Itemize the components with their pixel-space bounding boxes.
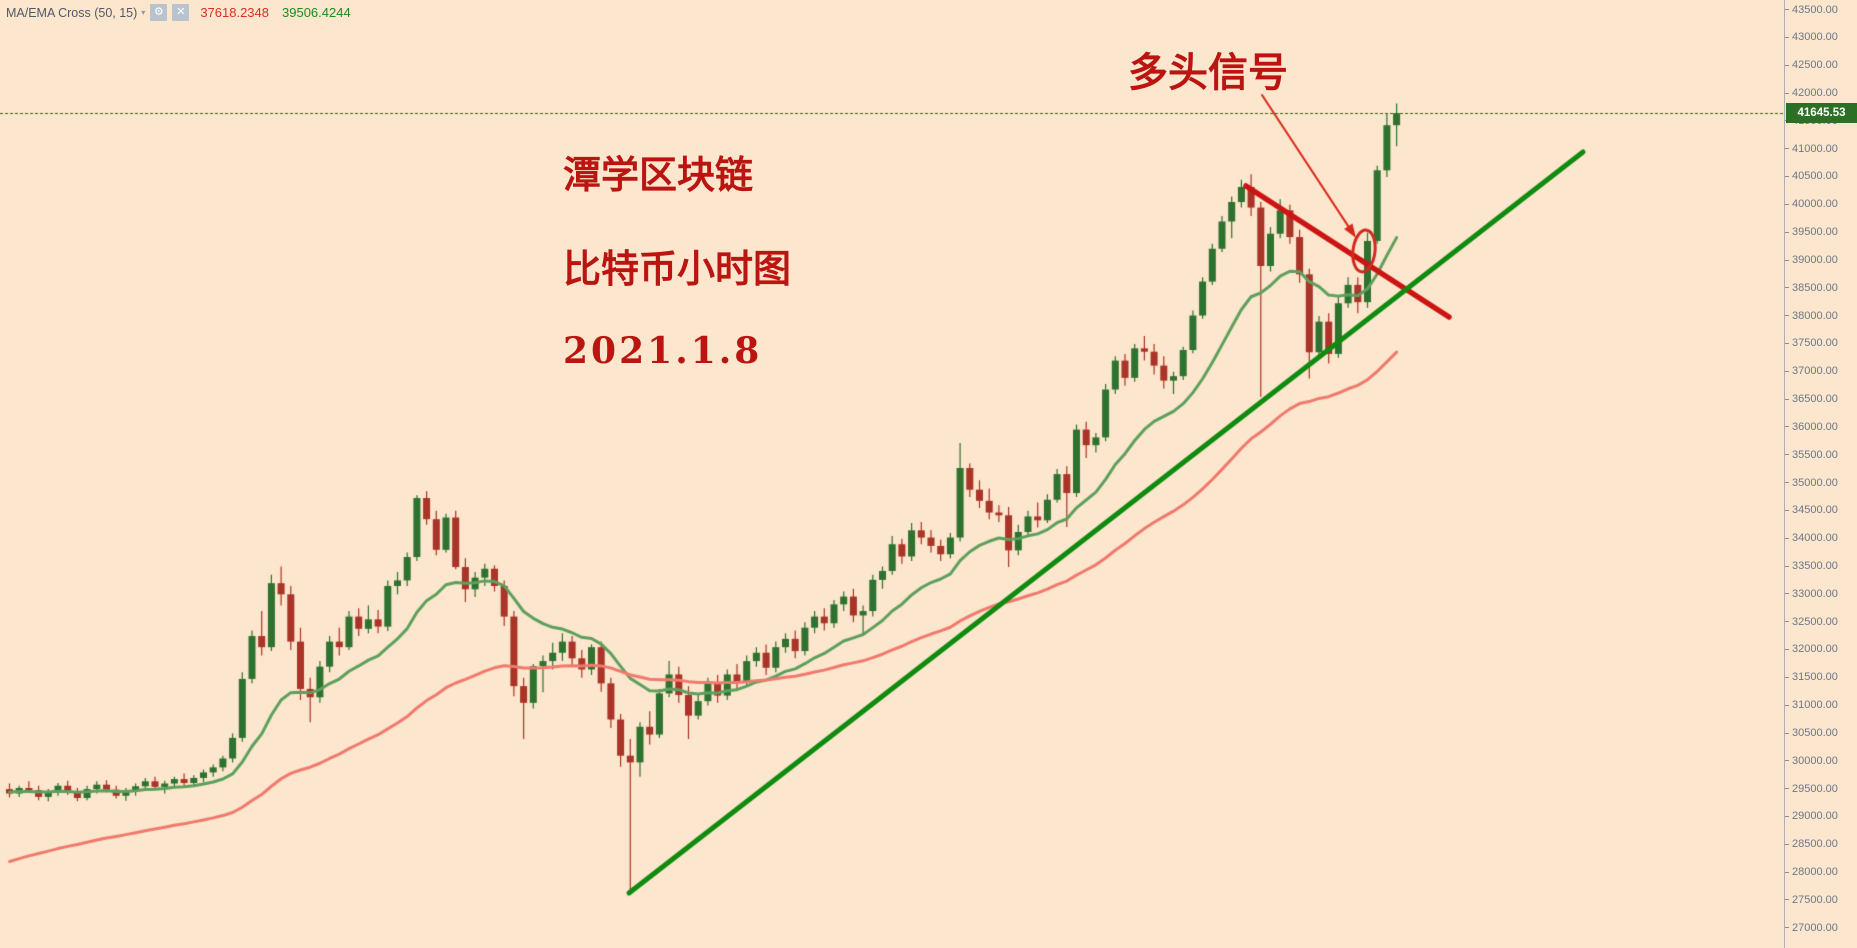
chart-title-annotation[interactable]: 比特币小时图 bbox=[563, 246, 792, 291]
ma-fast-value: 39506.4244 bbox=[282, 5, 351, 20]
axis-tick bbox=[1785, 509, 1789, 511]
axis-tick bbox=[1785, 287, 1789, 289]
axis-label: 43000.00 bbox=[1785, 31, 1857, 44]
gear-icon[interactable]: ⚙ bbox=[150, 4, 168, 21]
axis-label: 37000.00 bbox=[1785, 365, 1857, 378]
axis-tick bbox=[1785, 315, 1789, 317]
chevron-down-icon[interactable]: ▾ bbox=[141, 8, 146, 17]
axis-tick bbox=[1785, 454, 1789, 456]
axis-tick bbox=[1785, 259, 1789, 261]
axis-label: 34000.00 bbox=[1785, 532, 1857, 545]
axis-label: 33500.00 bbox=[1785, 560, 1857, 573]
axis-label: 31000.00 bbox=[1785, 699, 1857, 712]
axis-label: 28500.00 bbox=[1785, 838, 1857, 851]
axis-tick bbox=[1785, 36, 1789, 38]
axis-tick bbox=[1785, 231, 1789, 233]
axis-label: 37500.00 bbox=[1785, 337, 1857, 350]
axis-tick bbox=[1785, 9, 1789, 11]
axis-tick bbox=[1785, 537, 1789, 539]
axis-label: 40000.00 bbox=[1785, 198, 1857, 211]
axis-tick bbox=[1785, 676, 1789, 678]
axis-label: 35500.00 bbox=[1785, 449, 1857, 462]
axis-tick bbox=[1785, 565, 1789, 567]
axis-label: 29000.00 bbox=[1785, 810, 1857, 823]
axis-tick bbox=[1785, 704, 1789, 706]
axis-tick bbox=[1785, 816, 1789, 817]
axis-tick bbox=[1785, 899, 1789, 901]
axis-tick bbox=[1785, 482, 1789, 484]
axis-tick bbox=[1785, 370, 1789, 372]
axis-tick bbox=[1785, 788, 1789, 790]
axis-label: 38000.00 bbox=[1785, 310, 1857, 323]
axis-tick bbox=[1785, 649, 1789, 651]
axis-label: 27500.00 bbox=[1785, 894, 1857, 907]
axis-label: 32000.00 bbox=[1785, 643, 1857, 656]
axis-label: 28000.00 bbox=[1785, 866, 1857, 879]
axis-tick bbox=[1785, 593, 1789, 595]
axis-label: 40500.00 bbox=[1785, 170, 1857, 183]
axis-label: 38500.00 bbox=[1785, 282, 1857, 295]
axis-tick bbox=[1785, 927, 1789, 929]
axis-label: 27000.00 bbox=[1785, 922, 1857, 935]
axis-label: 29500.00 bbox=[1785, 783, 1857, 796]
axis-tick bbox=[1785, 843, 1789, 845]
axis-tick bbox=[1785, 176, 1789, 178]
axis-label: 35000.00 bbox=[1785, 477, 1857, 490]
axis-label: 39000.00 bbox=[1785, 254, 1857, 267]
axis-label: 32500.00 bbox=[1785, 616, 1857, 629]
axis-tick bbox=[1785, 871, 1789, 873]
indicator-header: MA/EMA Cross (50, 15) ▾ ⚙ ✕ 37618.2348 3… bbox=[6, 4, 351, 21]
axis-label: 36000.00 bbox=[1785, 421, 1857, 434]
date-annotation[interactable]: 2021.1.8 bbox=[563, 330, 763, 372]
axis-label: 41000.00 bbox=[1785, 143, 1857, 156]
axis-tick bbox=[1785, 203, 1789, 205]
indicator-title[interactable]: MA/EMA Cross (50, 15) bbox=[6, 5, 138, 20]
axis-label: 30500.00 bbox=[1785, 727, 1857, 740]
bull-signal-annotation[interactable]: 多头信号 bbox=[1128, 49, 1288, 96]
axis-tick bbox=[1785, 426, 1789, 428]
axis-label: 31500.00 bbox=[1785, 671, 1857, 684]
brand-annotation[interactable]: 潭学区块链 bbox=[563, 152, 754, 197]
close-icon[interactable]: ✕ bbox=[172, 4, 190, 21]
axis-label: 42500.00 bbox=[1785, 59, 1857, 72]
axis-tick bbox=[1785, 64, 1789, 66]
axis-tick bbox=[1785, 621, 1789, 623]
axis-label: 42000.00 bbox=[1785, 87, 1857, 100]
axis-label: 30000.00 bbox=[1785, 755, 1857, 768]
axis-tick bbox=[1785, 148, 1789, 150]
axis-label: 36500.00 bbox=[1785, 393, 1857, 406]
axis-tick bbox=[1785, 398, 1789, 400]
axis-label: 39500.00 bbox=[1785, 226, 1857, 239]
axis-tick bbox=[1785, 760, 1789, 762]
axis-label: 34500.00 bbox=[1785, 504, 1857, 517]
axis-tick bbox=[1785, 92, 1789, 94]
axis-tick bbox=[1785, 732, 1789, 734]
axis-label: 33000.00 bbox=[1785, 588, 1857, 601]
price-axis[interactable]: 41645.53 43500.00 43000.00 42500.00 42000.0… bbox=[1784, 0, 1857, 948]
axis-tick bbox=[1785, 343, 1789, 344]
ma-slow-value: 37618.2348 bbox=[200, 5, 269, 20]
axis-label: 43500.00 bbox=[1785, 4, 1857, 17]
current-price-tag: 41645.53 bbox=[1786, 103, 1857, 124]
